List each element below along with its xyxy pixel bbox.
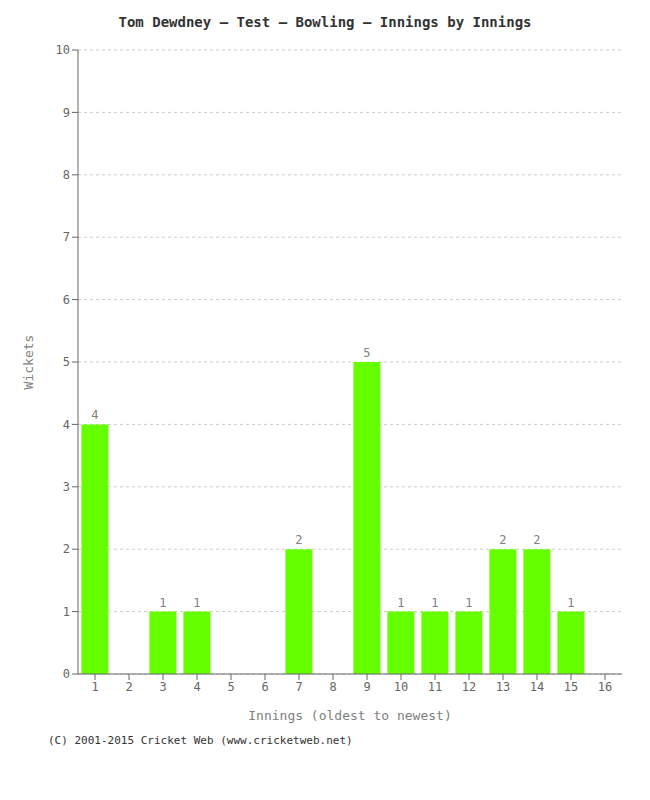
svg-text:8: 8 (63, 168, 70, 182)
svg-text:14: 14 (530, 680, 544, 694)
svg-text:10: 10 (394, 680, 408, 694)
svg-text:2: 2 (63, 542, 70, 556)
svg-text:1: 1 (159, 596, 166, 610)
svg-text:2: 2 (295, 533, 302, 547)
html-text:(C) 2001-2015 Cricket Web (www: (C) 2001-2015 Cricket Web (www.cricketwe… (48, 734, 353, 747)
svg-text:2: 2 (533, 533, 540, 547)
svg-text:8: 8 (329, 680, 336, 694)
svg-text:5: 5 (63, 355, 70, 369)
svg-text:Innings (oldest to newest): Innings (oldest to newest) (248, 708, 452, 723)
svg-text:4: 4 (63, 418, 70, 432)
svg-text:11: 11 (428, 680, 442, 694)
svg-text:10: 10 (56, 43, 70, 57)
svg-text:4: 4 (193, 680, 200, 694)
svg-text:1: 1 (193, 596, 200, 610)
svg-text:1: 1 (91, 680, 98, 694)
svg-text:1: 1 (397, 596, 404, 610)
svg-text:6: 6 (63, 293, 70, 307)
svg-text:6: 6 (261, 680, 268, 694)
svg-text:9: 9 (63, 106, 70, 120)
svg-text:7: 7 (295, 680, 302, 694)
svg-text:1: 1 (63, 605, 70, 619)
svg-text:16: 16 (598, 680, 612, 694)
svg-text:5: 5 (363, 346, 370, 360)
svg-text:1: 1 (465, 596, 472, 610)
svg-text:3: 3 (159, 680, 166, 694)
svg-text:15: 15 (564, 680, 578, 694)
svg-text:1: 1 (431, 596, 438, 610)
svg-text:Wickets: Wickets (21, 335, 36, 390)
svg-text:0: 0 (63, 667, 70, 681)
svg-text:1: 1 (567, 596, 574, 610)
svg-text:5: 5 (227, 680, 234, 694)
svg-text:12: 12 (462, 680, 476, 694)
svg-text:9: 9 (363, 680, 370, 694)
html-text:Tom Dewdney – Test – Bowling –: Tom Dewdney – Test – Bowling – Innings b… (118, 14, 532, 30)
svg-text:2: 2 (125, 680, 132, 694)
svg-text:7: 7 (63, 230, 70, 244)
svg-text:3: 3 (63, 480, 70, 494)
svg-text:13: 13 (496, 680, 510, 694)
svg-text:4: 4 (91, 408, 98, 422)
svg-text:2: 2 (499, 533, 506, 547)
